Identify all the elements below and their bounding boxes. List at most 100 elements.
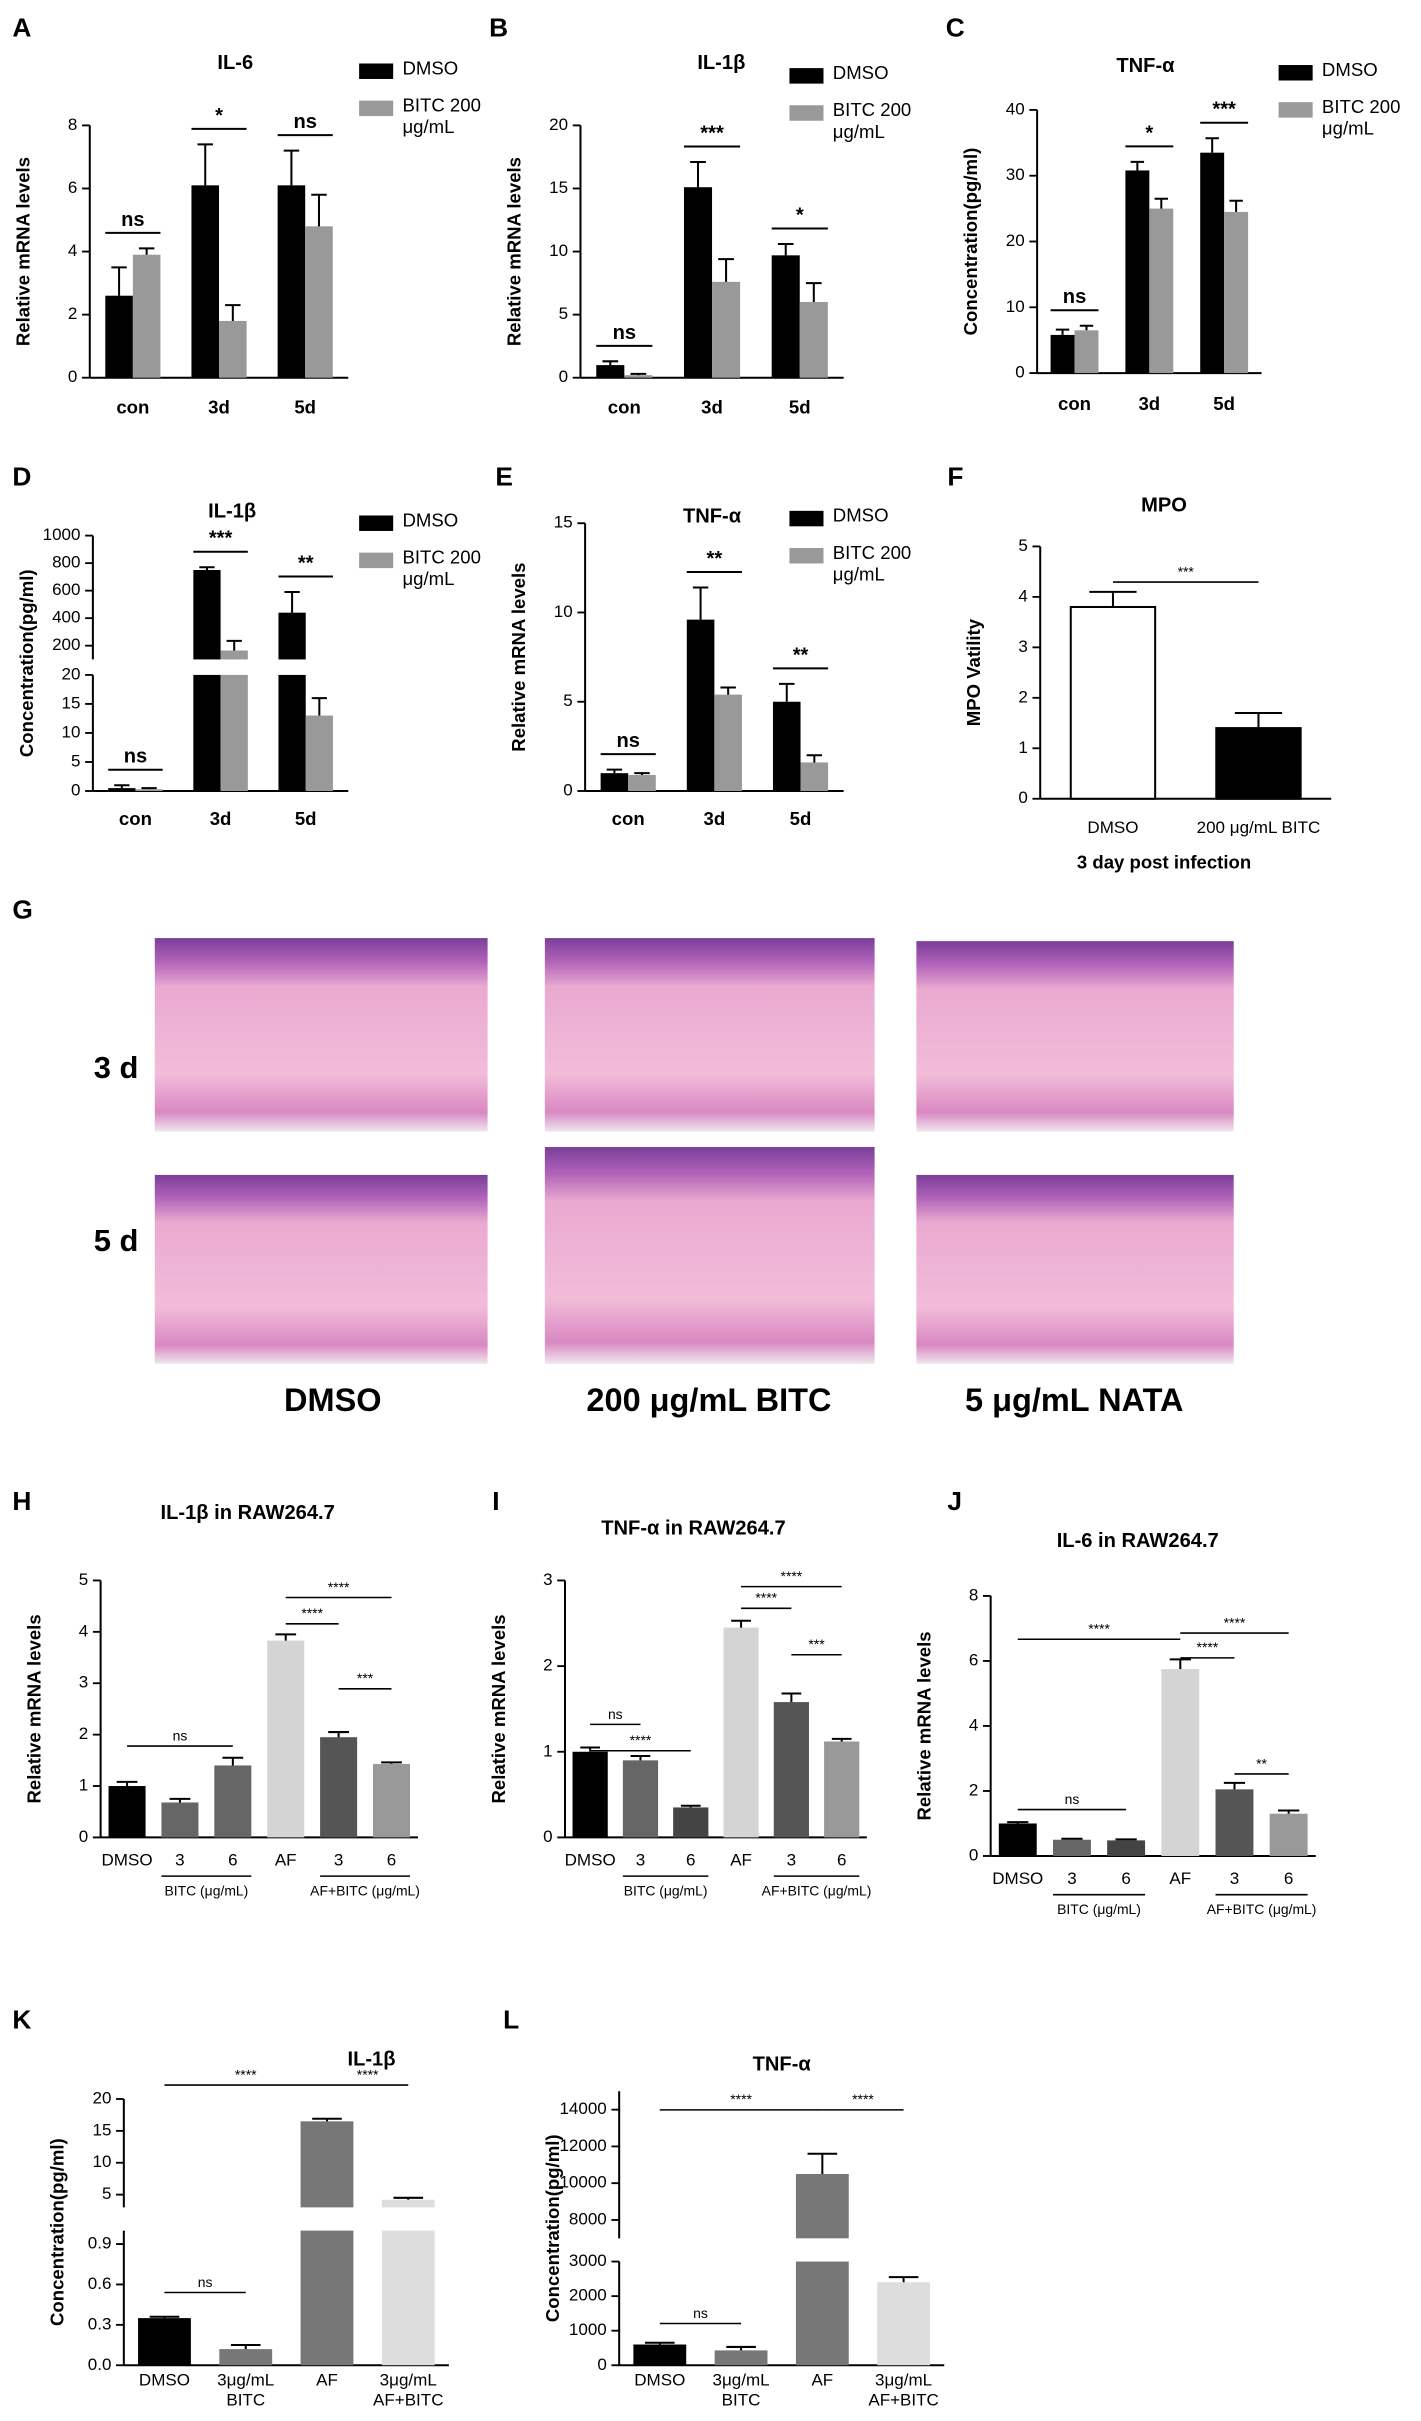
x-tick-label-box: AF: [730, 1851, 752, 1870]
group-label: AF+BITC (μg/mL): [1207, 1901, 1317, 1917]
bar: [800, 762, 829, 792]
y-axis-label: Relative mRNA levels: [503, 157, 524, 346]
error-bar: [781, 1692, 802, 1703]
bar: [771, 255, 800, 378]
x-tick-label: con: [1057, 394, 1092, 415]
bar: [624, 375, 653, 378]
bar: [267, 1640, 305, 1838]
significance-label: ****: [301, 1605, 323, 1621]
bar: [214, 1765, 252, 1838]
x-tick-label: 6: [228, 1851, 238, 1870]
error-bar: [116, 1780, 138, 1787]
bar: [1161, 1669, 1200, 1856]
x-tick-label-box: 6: [228, 1851, 238, 1870]
x-tick-label: DMSO: [992, 1869, 1044, 1889]
bar: [220, 674, 248, 792]
y-tick-label: 20: [1006, 231, 1025, 250]
legend-label: BITC 200 μg/mL: [1321, 97, 1401, 140]
y-tick-label: 3000: [569, 2251, 607, 2270]
x-tick-label: 5d: [788, 397, 811, 418]
x-tick-label: 3: [1067, 1869, 1077, 1889]
tissue-image: [154, 1174, 488, 1364]
column-label: DMSO: [284, 1382, 382, 1418]
significance-label: ****: [630, 1732, 652, 1748]
y-tick-label: 0: [68, 367, 77, 386]
significance-label: ***: [1212, 99, 1236, 121]
bar: [633, 2344, 687, 2366]
error-bar: [225, 304, 241, 321]
x-tick-label-box: 6: [686, 1851, 695, 1870]
error-bar: [630, 372, 647, 376]
bar: [220, 650, 248, 660]
significance-label: ns: [1063, 286, 1086, 308]
bar: [572, 1751, 608, 1838]
x-tick-label: 6: [836, 1851, 847, 1870]
y-tick-label: 2: [543, 1656, 552, 1675]
error-bar: [169, 1797, 191, 1803]
x-tick-label: 6: [1121, 1869, 1131, 1889]
legend-swatch: [359, 100, 394, 117]
column-label: 200 μg/mL BITC: [586, 1382, 831, 1418]
y-tick-label: 10: [1006, 297, 1025, 316]
bar: [300, 2230, 354, 2366]
x-tick-label: AF: [274, 1851, 297, 1870]
error-bar: [138, 247, 155, 255]
panel-letter: J: [947, 1486, 962, 1516]
y-tick-label: 200: [52, 635, 80, 654]
bar: [1050, 334, 1075, 374]
bar: [1125, 170, 1150, 374]
x-tick-label-box: 6: [387, 1851, 396, 1870]
error-bar: [114, 784, 130, 789]
error-bar: [1234, 711, 1283, 729]
y-tick-label: 0.9: [88, 2234, 112, 2253]
y-tick-label: 30: [1006, 165, 1025, 184]
y-tick-label: 10: [549, 241, 568, 260]
legend-label: DMSO: [832, 506, 889, 527]
legend-swatch: [789, 105, 824, 121]
legend-swatch: [789, 68, 824, 84]
x-tick-label-box: 5d: [295, 810, 317, 830]
error-bar: [731, 1619, 751, 1628]
x-tick-label-box: DMSO: [102, 1851, 153, 1870]
panel-letter: D: [12, 461, 31, 491]
legend-label: BITC 200 μg/mL: [832, 543, 912, 585]
tissue-image: [154, 938, 488, 1132]
error-bar: [149, 2315, 180, 2319]
bar: [799, 302, 828, 378]
legend-label-box: DMSO: [402, 59, 458, 79]
bar: [105, 295, 133, 378]
bar: [1224, 211, 1249, 374]
x-tick-label: AF: [1169, 1869, 1192, 1889]
chart-title: TNF-α in RAW264.7: [601, 1518, 785, 1540]
x-tick-label: con: [116, 397, 150, 418]
y-tick-label: 12000: [559, 2136, 606, 2155]
bar: [795, 2173, 849, 2239]
bar: [877, 2282, 931, 2366]
y-tick-label: 1000: [569, 2320, 607, 2339]
legend-label-box: DMSO: [833, 63, 889, 83]
bar: [108, 1786, 146, 1838]
bar: [305, 715, 333, 792]
legend-label-box: BITC 200 μg/mL: [402, 96, 480, 137]
x-tick-label: 3d: [703, 809, 726, 830]
group-label: BITC (μg/mL): [1057, 1901, 1141, 1917]
bar: [1215, 727, 1302, 800]
y-tick-label: 5: [79, 1570, 88, 1589]
x-tick-label: DMSO: [1087, 818, 1139, 838]
bar: [278, 612, 306, 660]
significance-label: ns: [173, 1727, 188, 1743]
y-tick-label: 600: [52, 580, 80, 599]
error-bar: [1007, 1821, 1029, 1824]
x-tick-label-box: 3: [334, 1851, 343, 1870]
error-bar: [393, 2196, 424, 2200]
error-bar: [197, 143, 213, 186]
error-bar: [680, 1804, 701, 1808]
significance-label: *: [215, 105, 223, 127]
x-tick-label-box: 3: [787, 1851, 796, 1870]
y-tick-label: 0: [543, 1827, 552, 1846]
y-tick-label: 10: [62, 722, 81, 741]
bar: [824, 1741, 860, 1838]
significance-label: ns: [1065, 1791, 1080, 1807]
y-tick-label: 2: [969, 1780, 978, 1799]
error-bar: [831, 1737, 852, 1742]
